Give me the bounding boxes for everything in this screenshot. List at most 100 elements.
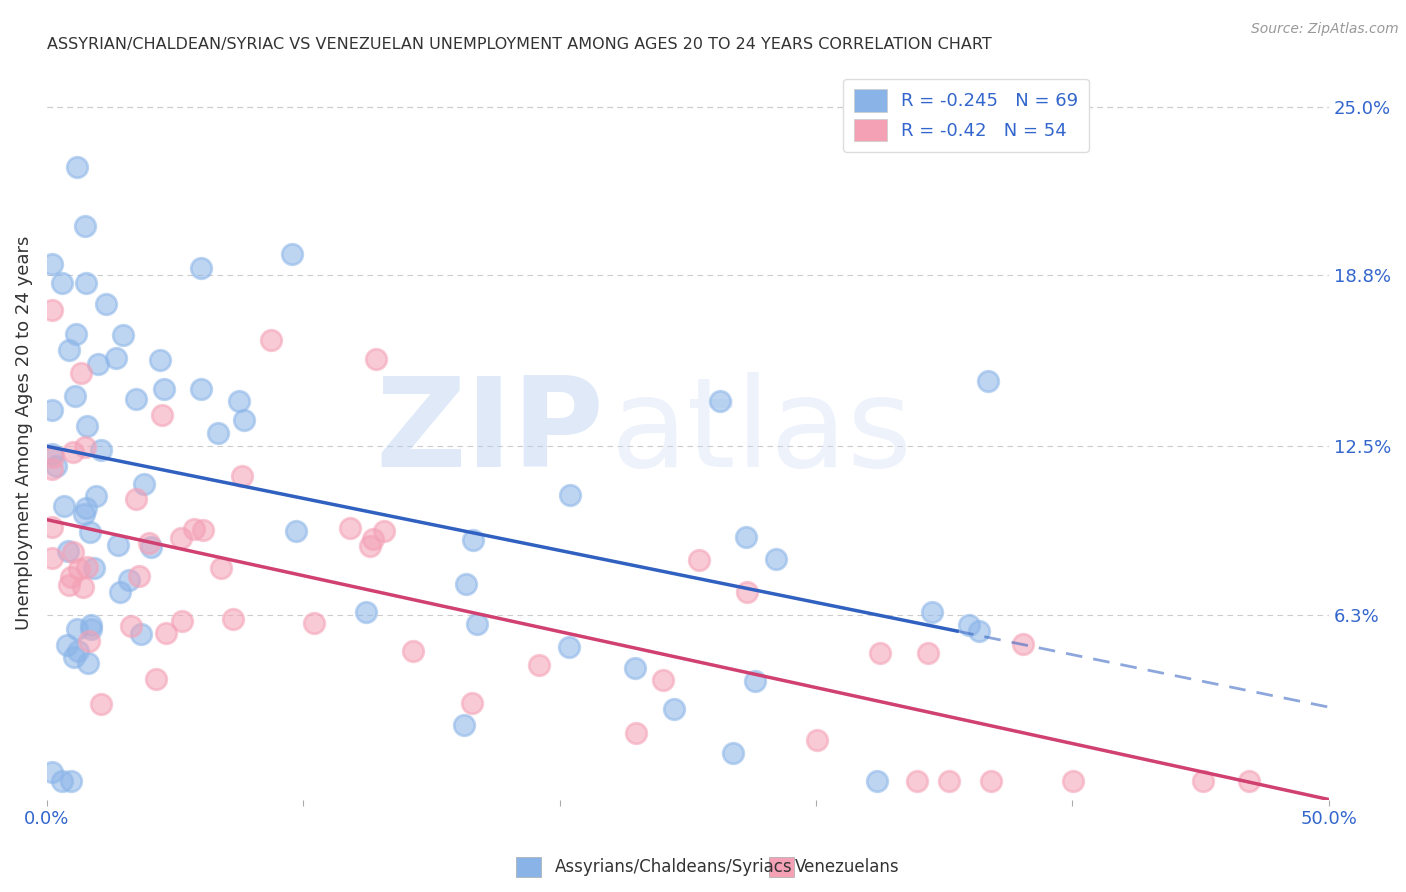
- Point: [41, 520, 63, 534]
- Point: [938, 773, 960, 788]
- Point: [132, 476, 155, 491]
- Point: [221, 612, 243, 626]
- Point: [141, 540, 163, 554]
- Point: [806, 733, 828, 747]
- Point: [56, 638, 79, 652]
- Point: [76, 559, 98, 574]
- Point: [41, 550, 63, 565]
- Text: Assyrians/Chaldeans/Syriacs: Assyrians/Chaldeans/Syriacs: [555, 858, 793, 876]
- Point: [967, 624, 990, 638]
- Point: [354, 605, 377, 619]
- Point: [41, 257, 63, 271]
- Point: [138, 535, 160, 549]
- Point: [75, 440, 97, 454]
- Point: [73, 507, 96, 521]
- Point: [155, 625, 177, 640]
- Point: [917, 646, 939, 660]
- Point: [75, 219, 97, 234]
- Point: [453, 718, 475, 732]
- Text: atlas: atlas: [612, 372, 912, 493]
- Point: [80, 618, 103, 632]
- Point: [70, 366, 93, 380]
- Point: [107, 538, 129, 552]
- Point: [456, 576, 478, 591]
- Point: [41, 302, 63, 317]
- Point: [170, 531, 193, 545]
- Point: [104, 351, 127, 366]
- Point: [125, 392, 148, 406]
- Point: [60, 773, 83, 788]
- Point: [765, 552, 787, 566]
- Y-axis label: Unemployment Among Ages 20 to 24 years: Unemployment Among Ages 20 to 24 years: [15, 235, 32, 630]
- Point: [302, 615, 325, 630]
- Point: [90, 698, 112, 712]
- Point: [183, 522, 205, 536]
- Point: [60, 570, 83, 584]
- Point: [461, 696, 484, 710]
- Point: [905, 773, 928, 788]
- Point: [363, 532, 385, 546]
- Point: [284, 524, 307, 538]
- Point: [125, 491, 148, 506]
- Point: [207, 426, 229, 441]
- Point: [359, 539, 381, 553]
- Point: [80, 623, 103, 637]
- Point: [529, 658, 551, 673]
- Point: [402, 644, 425, 658]
- Point: [709, 393, 731, 408]
- Point: [58, 578, 80, 592]
- Point: [1012, 637, 1035, 651]
- Point: [623, 661, 645, 675]
- Point: [921, 605, 943, 619]
- Point: [77, 657, 100, 671]
- Point: [558, 488, 581, 502]
- Point: [86, 489, 108, 503]
- Point: [41, 447, 63, 461]
- Point: [83, 560, 105, 574]
- Point: [75, 276, 97, 290]
- Point: [232, 413, 254, 427]
- Point: [79, 525, 101, 540]
- Point: [664, 702, 686, 716]
- Point: [735, 585, 758, 599]
- Point: [866, 773, 889, 788]
- Point: [190, 260, 212, 275]
- Point: [626, 726, 648, 740]
- Point: [111, 327, 134, 342]
- Point: [41, 764, 63, 779]
- Text: ASSYRIAN/CHALDEAN/SYRIAC VS VENEZUELAN UNEMPLOYMENT AMONG AGES 20 TO 24 YEARS CO: ASSYRIAN/CHALDEAN/SYRIAC VS VENEZUELAN U…: [46, 37, 991, 53]
- Point: [128, 569, 150, 583]
- Point: [366, 351, 388, 366]
- Point: [688, 552, 710, 566]
- Point: [67, 562, 90, 576]
- Point: [744, 673, 766, 688]
- Point: [191, 523, 214, 537]
- Point: [87, 357, 110, 371]
- Point: [373, 524, 395, 538]
- Point: [260, 333, 283, 347]
- Point: [63, 649, 86, 664]
- Point: [51, 773, 73, 788]
- Legend: R = -0.245   N = 69, R = -0.42   N = 54: R = -0.245 N = 69, R = -0.42 N = 54: [844, 78, 1090, 152]
- Point: [76, 418, 98, 433]
- Point: [52, 500, 75, 514]
- Point: [72, 581, 94, 595]
- Point: [66, 644, 89, 658]
- Point: [120, 618, 142, 632]
- Text: Source: ZipAtlas.com: Source: ZipAtlas.com: [1251, 22, 1399, 37]
- Point: [957, 618, 980, 632]
- Point: [1237, 773, 1260, 788]
- Point: [1062, 773, 1084, 788]
- Point: [721, 746, 744, 760]
- Point: [150, 409, 173, 423]
- Point: [90, 442, 112, 457]
- Point: [65, 623, 87, 637]
- Point: [211, 561, 233, 575]
- Point: [734, 530, 756, 544]
- Point: [41, 402, 63, 417]
- Point: [463, 533, 485, 548]
- Point: [1192, 773, 1215, 788]
- Point: [557, 640, 579, 655]
- Point: [152, 382, 174, 396]
- Text: ZIP: ZIP: [375, 372, 605, 493]
